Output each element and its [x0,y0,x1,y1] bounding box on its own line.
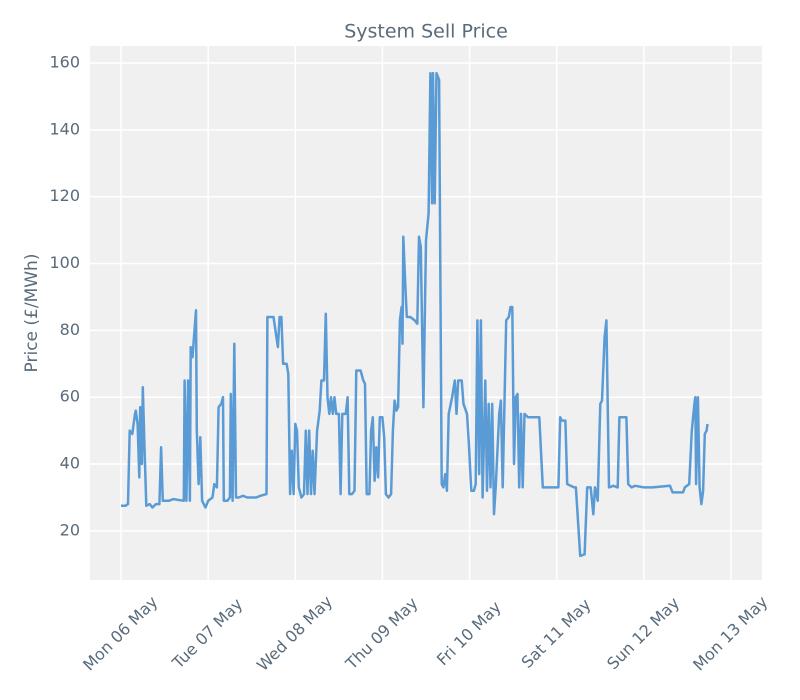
y-tick-label: 40 [60,454,80,473]
x-tick-label: Mon 13 May [689,592,771,674]
x-tick-label: Mon 06 May [79,592,161,674]
price-line [121,71,709,558]
y-axis-label: Price (£/MWh) [22,254,42,373]
x-tick-label: Sat 11 May [518,595,595,672]
y-tick-label: 20 [60,520,80,539]
x-tick-label: Thu 09 May [341,593,421,673]
x-tick-label: Tue 07 May [168,594,246,672]
x-tick-label: Wed 08 May [253,592,336,675]
x-tick-label: Fri 10 May [433,597,505,669]
x-tick-label: Sun 12 May [603,593,683,673]
y-tick-label: 100 [49,253,80,272]
y-tick-label: 60 [60,387,80,406]
y-tick-label: 160 [49,53,80,72]
y-tick-label: 140 [49,119,80,138]
y-tick-label: 120 [49,186,80,205]
y-tick-label: 80 [60,320,80,339]
chart-title: System Sell Price [344,21,508,43]
